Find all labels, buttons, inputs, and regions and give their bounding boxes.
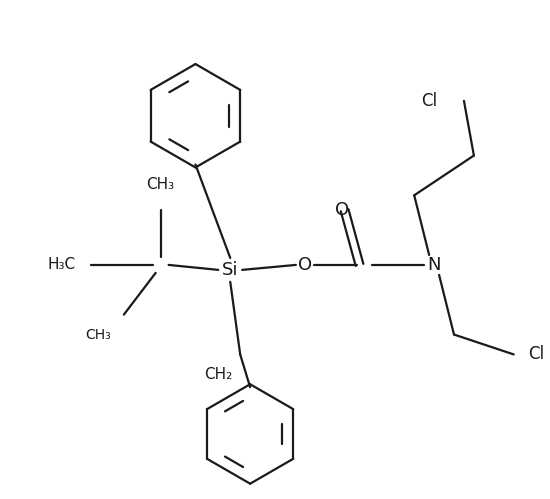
Text: CH₂: CH₂ [204, 367, 232, 382]
Text: Cl: Cl [529, 345, 544, 363]
Text: N: N [427, 256, 441, 274]
Text: Cl: Cl [421, 92, 437, 110]
Text: CH₃: CH₃ [147, 177, 175, 192]
Text: O: O [334, 201, 349, 219]
Text: Si: Si [222, 261, 239, 279]
Text: O: O [298, 256, 312, 274]
Text: H₃C: H₃C [48, 257, 76, 272]
Text: CH₃: CH₃ [85, 327, 111, 341]
